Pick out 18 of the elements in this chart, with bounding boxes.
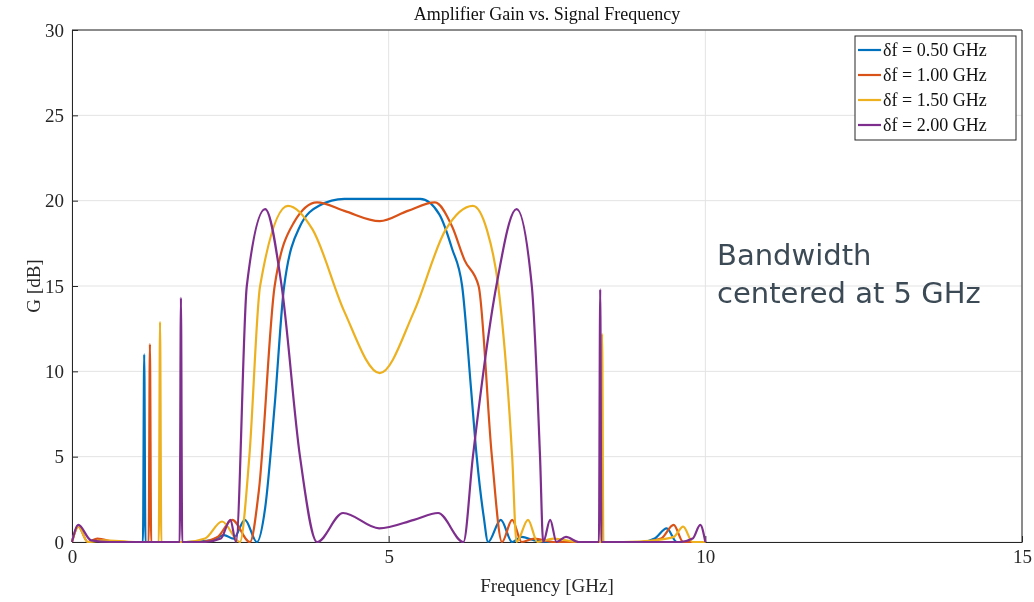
y-tick-label: 15 [45, 275, 64, 297]
y-tick-label: 10 [45, 360, 64, 382]
legend-label: δf = 1.50 GHz [883, 90, 987, 110]
y-tick-label: 20 [45, 190, 64, 212]
chart-title: Amplifier Gain vs. Signal Frequency [413, 4, 681, 24]
annotation: Bandwidth centered at 5 GHz [717, 238, 981, 310]
x-axis-title: Frequency [GHz] [480, 575, 614, 596]
y-tick-label: 5 [54, 446, 64, 468]
x-tick-label: 15 [1013, 546, 1032, 568]
x-tick-label: 5 [384, 546, 394, 568]
y-tick-label: 0 [54, 531, 64, 553]
legend-label: δf = 1.00 GHz [883, 65, 987, 85]
y-axis-title: G [dB] [23, 259, 44, 313]
y-tick-label: 25 [45, 104, 64, 126]
x-tick-label: 10 [696, 546, 716, 568]
legend-label: δf = 0.50 GHz [883, 40, 987, 60]
y-tick-label: 30 [45, 19, 64, 41]
legend-label: δf = 2.00 GHz [883, 115, 987, 135]
